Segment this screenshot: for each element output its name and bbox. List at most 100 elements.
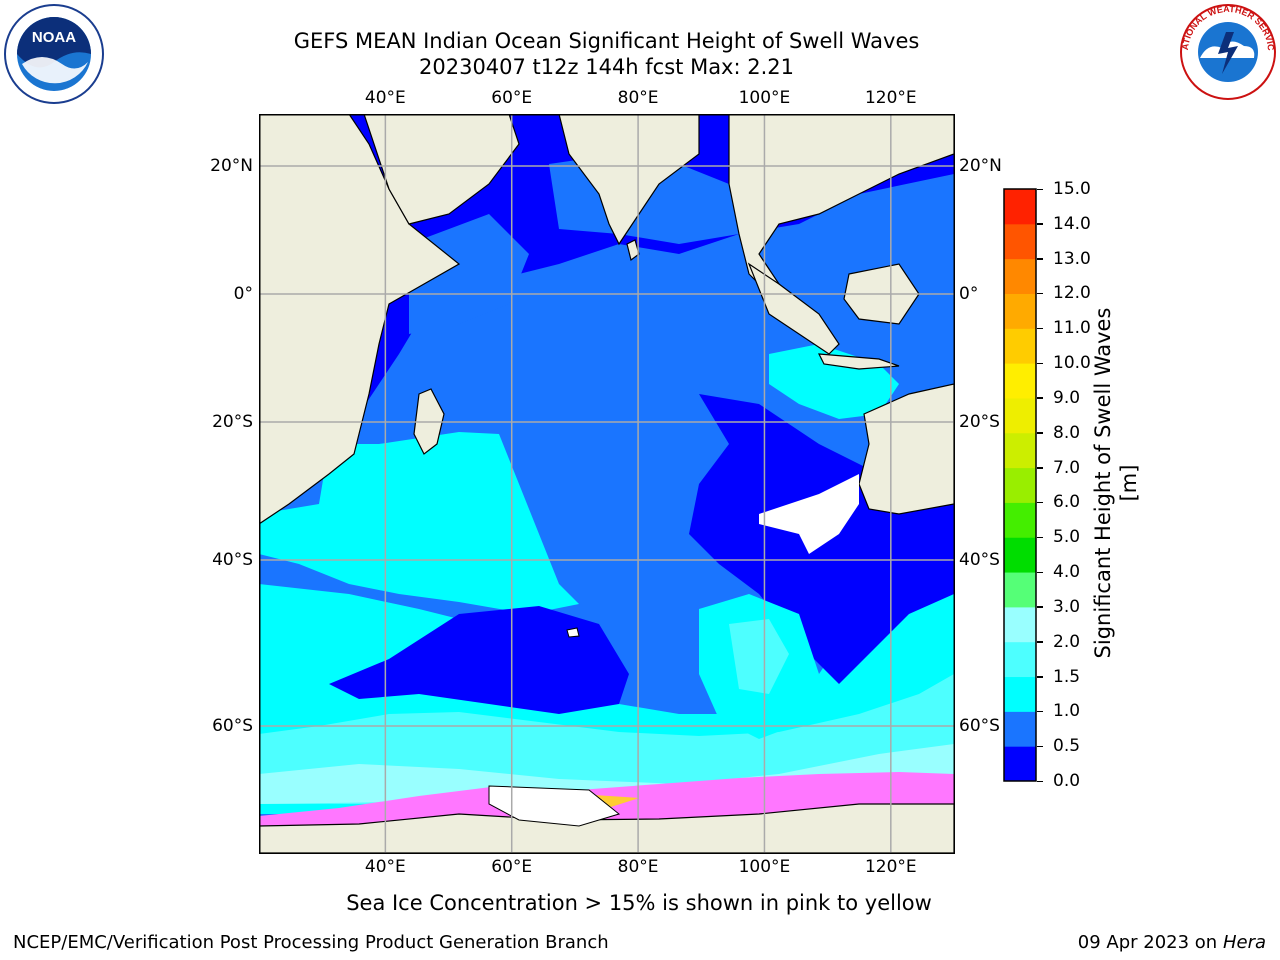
colorbar-segment <box>1004 328 1036 364</box>
colorbar-tick-mark <box>1037 780 1043 782</box>
colorbar-tick-mark <box>1037 571 1043 574</box>
lon-tick-label: 120°E <box>864 857 917 877</box>
land-india <box>558 114 700 246</box>
colorbar-tick-label: 0.0 <box>1053 771 1081 791</box>
land-sumatra <box>747 262 840 355</box>
colorbar-tick-mark <box>1037 641 1043 643</box>
lon-tick-label: 100°E <box>738 857 791 877</box>
wave-region-arabian-sea <box>409 214 529 334</box>
land-indochina <box>728 114 954 305</box>
lat-tick-label: 20°S <box>212 412 253 432</box>
lat-tick-label: 20°N <box>210 156 253 176</box>
map-frame <box>259 114 955 854</box>
colorbar-tick-mark <box>1037 467 1043 469</box>
land-java <box>817 353 900 370</box>
sea-ice-note: Sea Ice Concentration > 15% is shown in … <box>346 891 932 915</box>
colorbar-tick-mark <box>1037 745 1043 748</box>
colorbar-segment <box>1004 676 1036 712</box>
colorbar-label: Significant Height of Swell Waves [m] <box>1091 307 1141 659</box>
noaa-logo: NOAA <box>4 4 104 104</box>
colorbar-tick-label: 9.0 <box>1053 387 1081 408</box>
wave-region-southwest-cyan <box>259 584 519 714</box>
lat-tick-label: 60°S <box>212 716 253 736</box>
graticule <box>259 114 954 853</box>
colorbar-segment <box>1004 432 1036 469</box>
colorbar-tick-label: 10.0 <box>1053 353 1091 374</box>
colorbar-tick-label: 2.0 <box>1053 631 1081 652</box>
colorbar-tick-mark <box>1037 606 1043 608</box>
colorbar-tick-label: 0.5 <box>1053 736 1081 757</box>
colorbar-segment <box>1004 606 1036 643</box>
colorbar-segment <box>1004 641 1036 678</box>
lon-tick-label: 80°E <box>617 857 659 877</box>
colorbar-tick-label: 12.0 <box>1053 283 1091 304</box>
svg-text:NOAA: NOAA <box>32 29 76 46</box>
lon-tick-label: 120°E <box>864 88 917 108</box>
lat-tick-label: 40°S <box>959 550 1000 570</box>
lat-tick-label: 40°S <box>212 550 253 570</box>
lon-tick-label: 60°E <box>491 88 533 108</box>
chart-title-line2: 20230407 t12z 144h fcst Max: 2.21 <box>419 55 794 79</box>
colorbar-tick-mark <box>1037 432 1043 434</box>
colorbar-tick-label: 8.0 <box>1053 422 1081 443</box>
colorbar-segment <box>1004 746 1036 782</box>
colorbar-tick-label: 13.0 <box>1053 248 1091 269</box>
chart-title-line1: GEFS MEAN Indian Ocean Significant Heigh… <box>293 29 920 53</box>
lat-tick-label: 20°S <box>959 412 1000 432</box>
colorbar-tick-mark <box>1037 258 1043 260</box>
lon-tick-label: 40°E <box>364 857 406 877</box>
colorbar-tick-mark <box>1037 710 1043 713</box>
colorbar-tick-mark <box>1037 501 1043 504</box>
colorbar-segment <box>1004 711 1036 747</box>
lon-tick-label: 80°E <box>617 88 659 108</box>
map-panel <box>259 114 955 854</box>
lon-tick-label: 100°E <box>738 88 791 108</box>
land-antarctica <box>259 803 954 853</box>
lat-tick-label: 0° <box>233 284 253 304</box>
colorbar-segment <box>1004 293 1036 329</box>
footer-credit: NCEP/EMC/Verification Post Processing Pr… <box>13 932 609 953</box>
land-arabia <box>363 114 520 225</box>
colorbar-segment <box>1004 189 1036 225</box>
colorbar-tick-mark <box>1037 292 1043 295</box>
land-antarctica-ice-shelf <box>488 785 621 827</box>
lat-tick-label: 0° <box>959 284 979 304</box>
colorbar-tick-mark <box>1037 327 1043 330</box>
land-australia <box>858 383 954 515</box>
colorbar-tick-mark <box>1037 397 1043 399</box>
colorbar-tick-mark <box>1037 536 1043 539</box>
lat-tick-label: 20°N <box>959 156 1002 176</box>
land-sri-lanka <box>626 239 640 262</box>
colorbar-segment <box>1004 572 1036 608</box>
colorbar-tick-label: 1.5 <box>1053 666 1081 687</box>
colorbar-tick-mark <box>1037 676 1043 678</box>
colorbar <box>1003 188 1037 782</box>
footer-date: 09 Apr 2023 on Hera <box>1077 932 1266 953</box>
lat-tick-label: 60°S <box>959 716 1000 736</box>
colorbar-segment <box>1004 397 1036 434</box>
lon-tick-label: 60°E <box>491 857 533 877</box>
colorbar-tick-label: 15.0 <box>1053 179 1091 199</box>
colorbar-tick-label: 7.0 <box>1053 457 1081 478</box>
colorbar-segment <box>1004 363 1036 399</box>
colorbar-segment <box>1004 223 1036 260</box>
colorbar-tick-label: 11.0 <box>1053 318 1091 339</box>
colorbar-tick-label: 4.0 <box>1053 562 1081 583</box>
wave-region-west-cyan <box>259 432 579 614</box>
colorbar-segment <box>1004 502 1036 538</box>
colorbar-tick-label: 5.0 <box>1053 527 1081 548</box>
lon-tick-label: 40°E <box>364 88 406 108</box>
missing-data-patch <box>759 474 859 554</box>
colorbar-tick-label: 14.0 <box>1053 213 1091 234</box>
colorbar-tick-label: 3.0 <box>1053 596 1081 617</box>
wave-region-south-deepblue <box>329 606 629 714</box>
land-kerguelen <box>566 627 580 638</box>
colorbar-segment <box>1004 537 1036 573</box>
colorbar-tick-label: 6.0 <box>1053 492 1081 513</box>
wave-region-100e-lightcyan <box>729 619 789 694</box>
colorbar-tick-label: 1.0 <box>1053 701 1081 722</box>
colorbar-tick-mark <box>1037 362 1043 365</box>
colorbar-tick-mark <box>1037 188 1043 190</box>
colorbar-segment <box>1004 467 1036 503</box>
colorbar-frame <box>1003 188 1037 782</box>
